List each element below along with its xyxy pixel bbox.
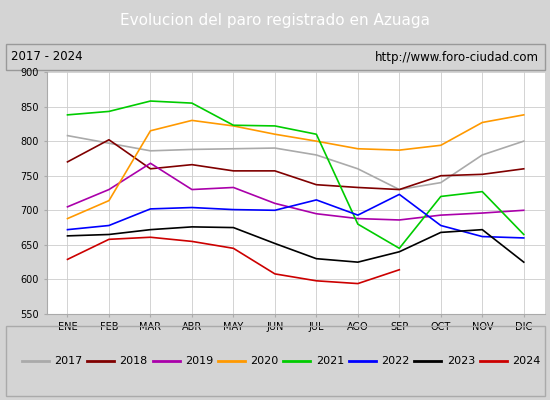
- Text: 2022: 2022: [381, 356, 410, 366]
- Text: Evolucion del paro registrado en Azuaga: Evolucion del paro registrado en Azuaga: [120, 14, 430, 28]
- Text: 2023: 2023: [447, 356, 475, 366]
- Text: 2017: 2017: [54, 356, 82, 366]
- Text: 2020: 2020: [250, 356, 279, 366]
- Text: http://www.foro-ciudad.com: http://www.foro-ciudad.com: [375, 50, 539, 64]
- Text: 2018: 2018: [119, 356, 148, 366]
- Text: 2019: 2019: [185, 356, 213, 366]
- Text: 2021: 2021: [316, 356, 344, 366]
- Text: 2017 - 2024: 2017 - 2024: [11, 50, 82, 64]
- Text: 2024: 2024: [512, 356, 541, 366]
